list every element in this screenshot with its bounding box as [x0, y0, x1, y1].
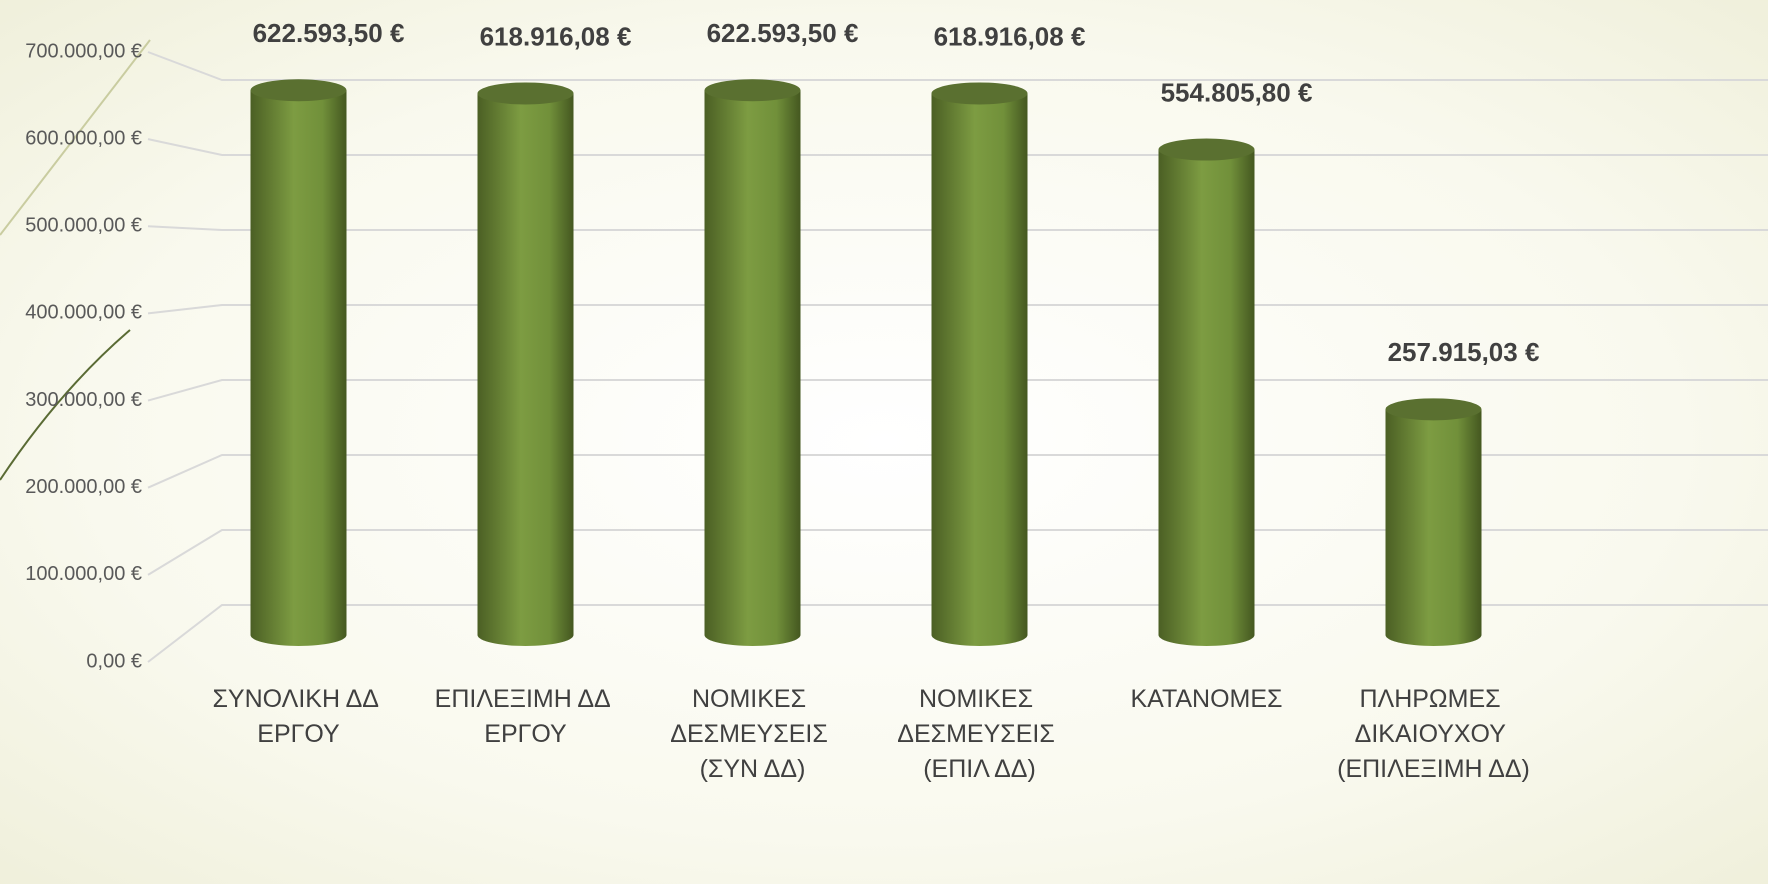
bar-top	[704, 79, 801, 102]
x-tick-label: ΣΥΝΟΛΙΚΗ ΔΔ ΕΡΓΟΥ	[212, 685, 384, 748]
x-tick-label-line: ΕΡΓΟΥ	[484, 720, 567, 748]
x-tick-label: ΕΠΙΛΕΞΙΜΗ ΔΔ ΕΡΓΟΥ	[435, 685, 617, 748]
bar-top	[1385, 398, 1482, 421]
x-tick-label-line: ΠΛΗΡΩΜΕΣ	[1359, 685, 1507, 713]
x-tick-label-line: ΝΟΜΙΚΕΣ	[919, 685, 1040, 713]
x-tick-label: ΚΑΤΑΝΟΜΕΣ	[1130, 685, 1282, 713]
bar-top	[250, 79, 347, 102]
x-tick-label-line: (ΣΥΝ ΔΔ)	[700, 755, 806, 783]
y-tick-label: 100.000,00 €	[25, 563, 142, 585]
value-label: 618.916,08 €	[480, 21, 632, 51]
value-label: 554.805,80 €	[1161, 77, 1313, 107]
y-tick-label: 200.000,00 €	[25, 476, 142, 498]
x-tick-label-line: ΔΕΣΜΕΥΣΕΙΣ	[897, 720, 1061, 748]
x-tick-label-line: (ΕΠΙΛ ΔΔ)	[923, 755, 1036, 783]
bar-top	[477, 82, 574, 105]
x-tick-label-line: ΕΠΙΛΕΞΙΜΗ ΔΔ	[435, 685, 617, 713]
x-tick-label: ΠΛΗΡΩΜΕΣ ΔΙΚΑΙΟΥΧΟΥ (ΕΠΙΛΕΞΙΜΗ ΔΔ)	[1337, 685, 1530, 783]
bar	[477, 93, 574, 647]
y-tick-label: 300.000,00 €	[25, 389, 142, 411]
value-label: 257.915,03 €	[1388, 337, 1540, 367]
bar	[1158, 149, 1255, 647]
bar	[1385, 409, 1482, 647]
decoration	[0, 329, 131, 481]
bar-top	[1158, 138, 1255, 161]
y-tick-label: 700.000,00 €	[25, 40, 142, 62]
x-tick-label-line: ΝΟΜΙΚΕΣ	[692, 685, 813, 713]
y-tick-label: 500.000,00 €	[25, 215, 142, 237]
y-tick-label: 400.000,00 €	[25, 302, 142, 324]
x-tick-label-line: ΕΡΓΟΥ	[257, 720, 340, 748]
bar	[931, 93, 1028, 647]
bar	[704, 90, 801, 647]
value-label: 622.593,50 €	[253, 18, 405, 48]
bar-top	[931, 82, 1028, 105]
y-tick-label: 0,00 €	[86, 650, 142, 672]
bar	[250, 90, 347, 647]
x-tick-label: ΝΟΜΙΚΕΣ ΔΕΣΜΕΥΣΕΙΣ (ΣΥΝ ΔΔ)	[670, 685, 834, 783]
x-tick-label-line: ΚΑΤΑΝΟΜΕΣ	[1130, 685, 1282, 713]
grid-line	[147, 51, 1768, 81]
decoration	[0, 39, 151, 236]
value-label: 622.593,50 €	[707, 18, 859, 48]
x-tick-label-line: ΣΥΝΟΛΙΚΗ ΔΔ	[212, 685, 384, 713]
x-tick-label: ΝΟΜΙΚΕΣ ΔΕΣΜΕΥΣΕΙΣ (ΕΠΙΛ ΔΔ)	[897, 685, 1061, 783]
x-tick-label-line: ΔΙΚΑΙΟΥΧΟΥ	[1355, 720, 1513, 748]
x-tick-label-line: ΔΕΣΜΕΥΣΕΙΣ	[670, 720, 834, 748]
x-tick-label-line: (ΕΠΙΛΕΞΙΜΗ ΔΔ)	[1337, 755, 1530, 783]
value-label: 618.916,08 €	[934, 21, 1086, 51]
y-tick-label: 600.000,00 €	[25, 127, 142, 149]
